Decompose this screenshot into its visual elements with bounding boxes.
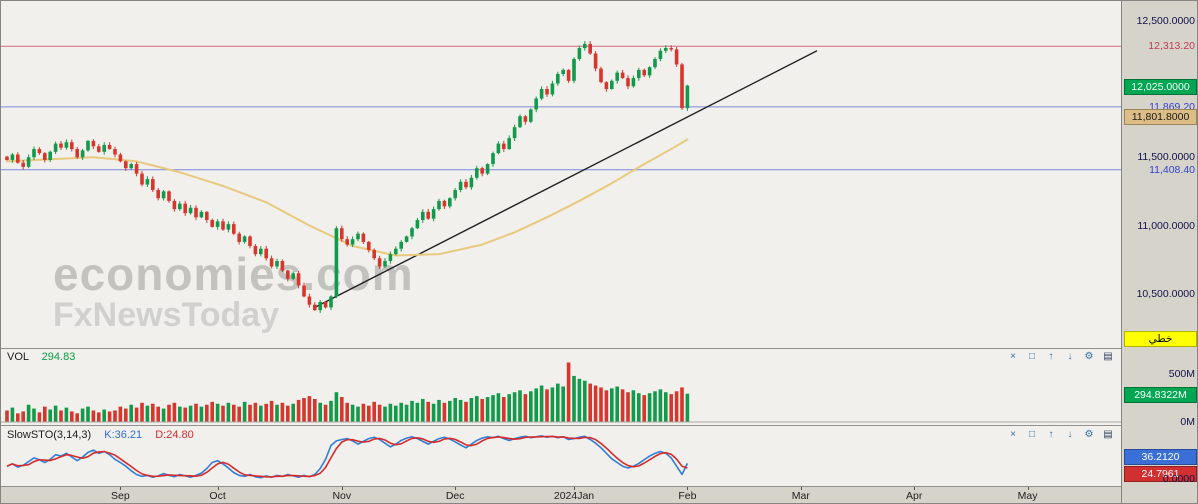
time-axis-label-2024jan: 2024Jan — [553, 490, 595, 502]
stochastic-k-value: K:36.21 — [104, 429, 143, 441]
time-axis-label-nov: Nov — [332, 490, 352, 502]
watermark-line2: FxNewsToday — [53, 295, 280, 334]
volume-pane-value: 294.83 — [41, 351, 76, 363]
stochastic-pane-header: SlowSTO(3,14,3) K:36.21 D:24.80 — [7, 429, 194, 441]
time-axis-label-feb: Feb — [678, 490, 697, 502]
watermark: economies.com FxNewsToday — [53, 251, 414, 333]
pane-separator[interactable] — [1, 425, 1197, 426]
time-axis-tick — [914, 487, 916, 490]
time-axis-tick — [687, 487, 689, 490]
price-axis-panel[interactable]: 12,500.0000 11,500.0000 11,000.0000 10,500.… — [1121, 1, 1197, 503]
price-pane[interactable] — [1, 1, 1120, 348]
popout-window-icon[interactable]: □ — [1028, 351, 1036, 362]
time-axis-label-mar: Mar — [791, 490, 810, 502]
volume-axis-label: 500M — [1168, 368, 1195, 380]
close-icon[interactable]: × — [1010, 429, 1016, 440]
price-axis-label: 10,500.0000 — [1136, 287, 1195, 300]
stochastic-d-value: D:24.80 — [155, 429, 194, 441]
settings-gear-icon[interactable]: ⚙ — [1084, 351, 1094, 362]
stochastic-pane-toolbar: × □ ↑ ↓ ⚙ ▤ — [1006, 428, 1115, 441]
volume-pane-header: VOL 294.83 — [7, 351, 75, 363]
level-line-label: 11,408.40 — [1149, 163, 1195, 176]
price-axis-label: 11,000.0000 — [1137, 219, 1195, 232]
level-line-label: 12,313.20 — [1148, 40, 1195, 53]
time-axis[interactable]: Sep Oct Nov Dec 2024Jan Feb Mar Apr May — [1, 486, 1121, 503]
time-axis-label-apr: Apr — [906, 490, 923, 502]
time-axis-label-dec: Dec — [445, 490, 465, 502]
time-axis-tick — [574, 487, 575, 490]
volume-pane-title: VOL — [7, 351, 29, 363]
chart-canvas[interactable] — [1, 1, 1121, 504]
time-axis-tick — [217, 487, 219, 490]
move-pane-up-icon[interactable]: ↑ — [1048, 351, 1054, 362]
time-axis-tick — [120, 487, 122, 490]
move-pane-down-icon[interactable]: ↓ — [1067, 351, 1073, 362]
time-axis-label-may: May — [1017, 490, 1038, 502]
time-axis-label-oct: Oct — [209, 490, 226, 502]
price-axis-label: 12,500.0000 — [1136, 14, 1195, 27]
time-axis-tick — [800, 487, 802, 490]
price-marker-badge: 11,801.8000 — [1124, 109, 1197, 126]
pane-separator[interactable] — [1, 348, 1197, 349]
move-pane-down-icon[interactable]: ↓ — [1067, 429, 1073, 440]
settings-gear-icon[interactable]: ⚙ — [1084, 429, 1094, 440]
stochastic-pane-title: SlowSTO(3,14,3) — [7, 429, 92, 441]
volume-axis-label: 0M — [1180, 416, 1195, 428]
time-axis-tick — [455, 487, 457, 490]
sto-k-badge: 36.2120 — [1124, 449, 1197, 466]
close-icon[interactable]: × — [1010, 351, 1016, 362]
menu-icon[interactable]: ▤ — [1103, 429, 1113, 440]
sto-d-badge: 24.7961 — [1124, 465, 1197, 482]
volume-pane[interactable] — [1, 349, 1120, 425]
volume-marker-badge: 294.8322M — [1124, 386, 1197, 403]
volume-pane-toolbar: × □ ↑ ↓ ⚙ ▤ — [1006, 350, 1115, 363]
price-marker-badge: 12,025.0000 — [1124, 78, 1197, 95]
move-pane-up-icon[interactable]: ↑ — [1048, 429, 1054, 440]
popout-window-icon[interactable]: □ — [1028, 429, 1036, 440]
time-axis-label-sep: Sep — [111, 490, 130, 502]
time-axis-tick — [341, 487, 343, 490]
scale-type-badge[interactable]: خطي — [1124, 331, 1197, 347]
price-axis-label: 11,500.0000 — [1137, 151, 1195, 164]
time-axis-tick — [1027, 487, 1029, 490]
sto-axis-label: 0.0000 — [1162, 473, 1195, 485]
watermark-line1: economies.com — [53, 248, 414, 300]
menu-icon[interactable]: ▤ — [1103, 351, 1113, 362]
